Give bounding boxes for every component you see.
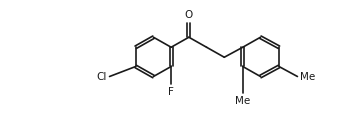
Text: Me: Me xyxy=(300,72,315,82)
Text: F: F xyxy=(168,86,174,96)
Text: O: O xyxy=(185,10,193,20)
Text: Cl: Cl xyxy=(97,72,107,82)
Text: Me: Me xyxy=(235,96,250,106)
